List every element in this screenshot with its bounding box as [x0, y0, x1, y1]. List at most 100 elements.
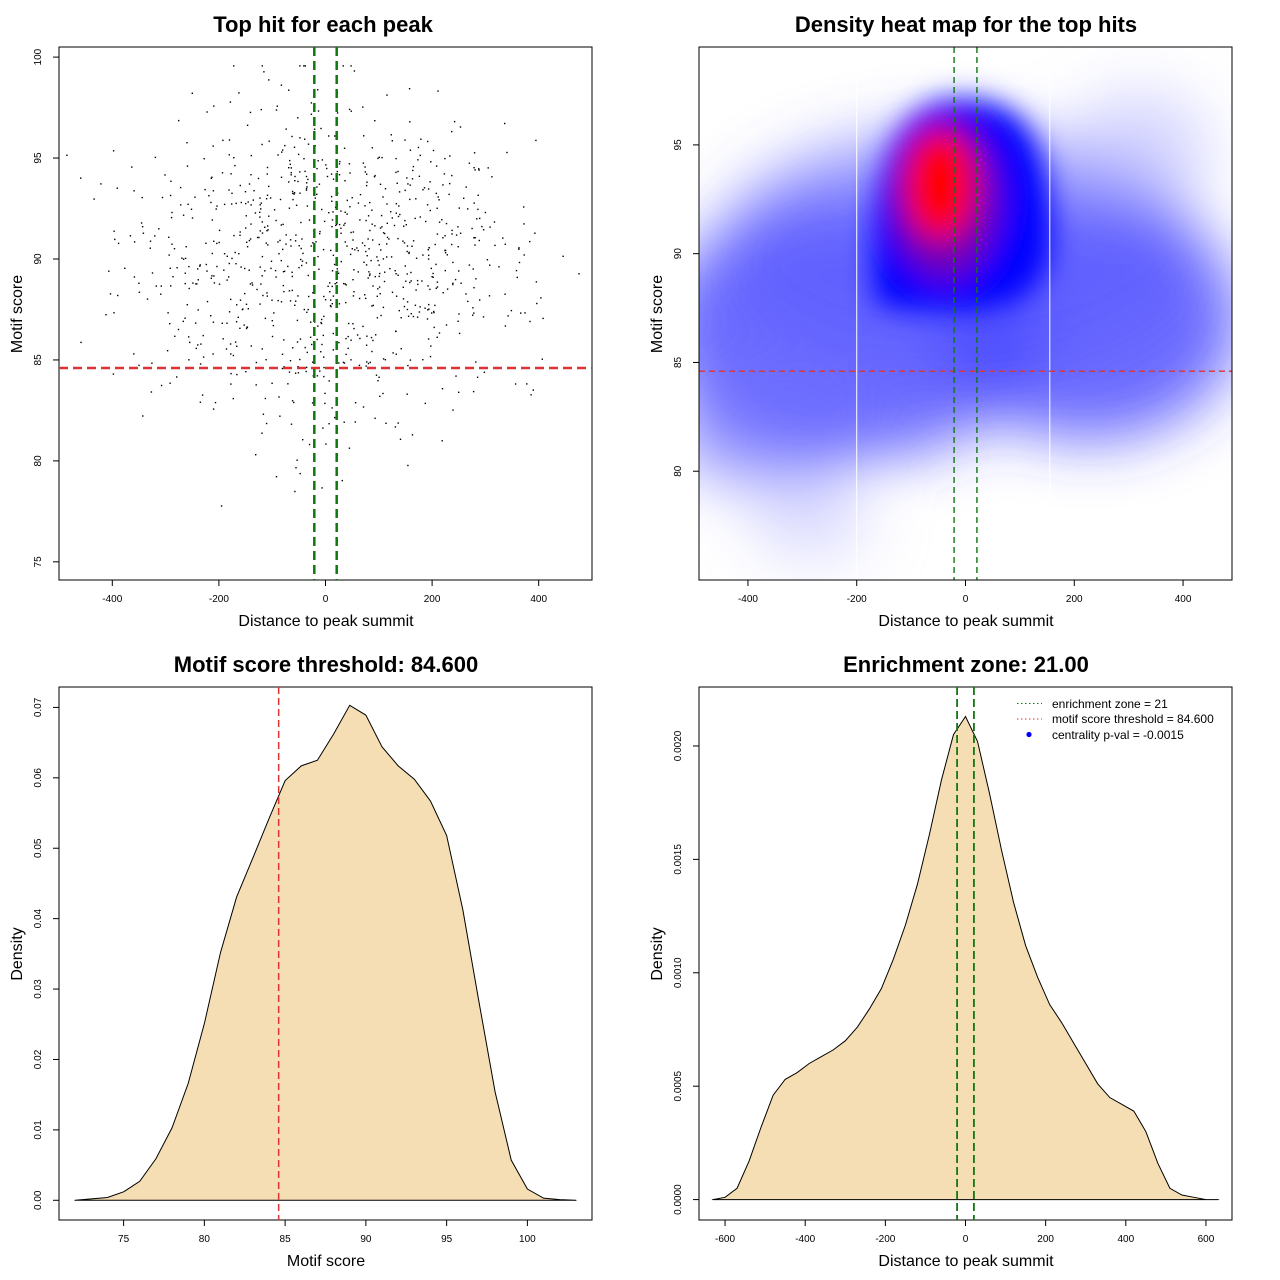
scatter-point	[332, 332, 334, 335]
scatter-point	[393, 224, 396, 227]
scatter-point	[377, 157, 379, 160]
scatter-point	[210, 177, 212, 179]
scatter-point	[366, 181, 368, 183]
scatter-point	[324, 299, 327, 301]
scatter-point	[197, 309, 199, 311]
scatter-point	[394, 270, 396, 272]
scatter-point	[452, 283, 454, 286]
scatter-point	[302, 252, 304, 255]
scatter-point	[452, 282, 454, 284]
scatter-point	[304, 170, 306, 173]
scatter-point	[361, 242, 364, 244]
scatter-point	[515, 269, 518, 272]
scatter-point	[524, 312, 526, 314]
scatter-point	[243, 324, 245, 326]
scatter-point	[274, 269, 277, 272]
scatter-point	[169, 194, 172, 197]
scatter-panel: Top hit for each peak -400 -200 0 200 400 75…	[0, 0, 640, 640]
scatter-point	[208, 195, 210, 197]
scatter-point	[266, 295, 268, 297]
scatter-point	[213, 275, 215, 277]
scatter-point	[268, 140, 270, 142]
scatter-point	[293, 193, 295, 195]
scatter-point	[498, 266, 500, 268]
scatter-point	[202, 334, 204, 337]
scatter-point	[529, 320, 531, 323]
scatter-point	[244, 191, 247, 193]
scatter-point	[291, 190, 294, 193]
scatter-point	[458, 207, 460, 209]
scatter-point	[410, 313, 412, 315]
x-tick-label: 85	[280, 1234, 292, 1245]
scatter-point	[530, 394, 532, 396]
scatter-point	[433, 310, 435, 313]
scatter-point	[133, 190, 135, 192]
scatter-point	[235, 202, 237, 205]
density-area	[711, 715, 1220, 1201]
scatter-point	[181, 257, 183, 259]
scatter-point	[348, 163, 351, 165]
scatter-point	[436, 286, 439, 288]
scatter-point	[142, 232, 145, 234]
scatter-point	[250, 204, 252, 206]
x-axis-label: Distance to peak summit	[878, 613, 1054, 630]
scatter-point	[357, 249, 359, 252]
scatter-point	[168, 254, 170, 256]
scatter-point	[346, 213, 348, 215]
scatter-point	[261, 255, 264, 258]
scatter-point	[239, 234, 241, 236]
x-axis-label: Distance to peak summit	[878, 1253, 1054, 1270]
scatter-point	[296, 319, 299, 322]
scatter-point	[474, 169, 476, 171]
scatter-point	[133, 353, 135, 355]
scatter-point	[275, 276, 277, 278]
scatter-point	[170, 216, 173, 219]
scatter-point	[188, 359, 190, 361]
scatter-point	[169, 323, 171, 325]
scatter-point	[366, 173, 368, 175]
scatter-point	[359, 193, 362, 196]
scatter-point	[288, 290, 291, 292]
plot-frame	[58, 686, 593, 1221]
scatter-point	[248, 239, 251, 242]
scatter-point	[366, 335, 368, 337]
scatter-point	[228, 139, 231, 141]
scatter-point	[228, 276, 230, 278]
scatter-point	[366, 361, 368, 363]
scatter-point	[282, 223, 284, 226]
scatter-point	[151, 362, 153, 364]
scatter-point	[230, 383, 232, 385]
scatter-point	[304, 346, 306, 349]
scatter-point	[206, 111, 208, 113]
scatter-point	[242, 308, 244, 310]
scatter-point	[284, 144, 286, 147]
scatter-point	[331, 270, 334, 272]
scatter-point	[306, 186, 308, 188]
scatter-point	[117, 294, 119, 297]
scatter-point	[138, 364, 140, 367]
scatter-point	[323, 315, 325, 318]
scatter-point	[363, 135, 365, 137]
scatter-point	[321, 343, 323, 346]
scatter-point	[386, 236, 389, 239]
scatter-point	[478, 169, 480, 171]
scatter-point	[199, 401, 202, 403]
scatter-point	[293, 401, 295, 404]
scatter-point	[213, 240, 215, 242]
scatter-point	[395, 353, 397, 355]
scatter-point	[312, 361, 314, 363]
scatter-point	[334, 135, 336, 137]
x-tick-label: 80	[199, 1234, 211, 1245]
scatter-point	[473, 312, 475, 314]
score-density-chart: Motif score threshold: 84.600 75 80 85 90 95…	[9, 652, 593, 1270]
scatter-point	[422, 359, 424, 361]
scatter-point	[465, 293, 467, 295]
scatter-point	[364, 166, 366, 168]
scatter-point	[351, 197, 353, 199]
x-axis: -400 -200 0 200 400	[102, 580, 547, 605]
scatter-point	[344, 283, 346, 285]
scatter-point	[205, 242, 207, 244]
scatter-point	[269, 197, 272, 199]
scatter-point	[289, 360, 292, 362]
scatter-point	[431, 312, 433, 314]
